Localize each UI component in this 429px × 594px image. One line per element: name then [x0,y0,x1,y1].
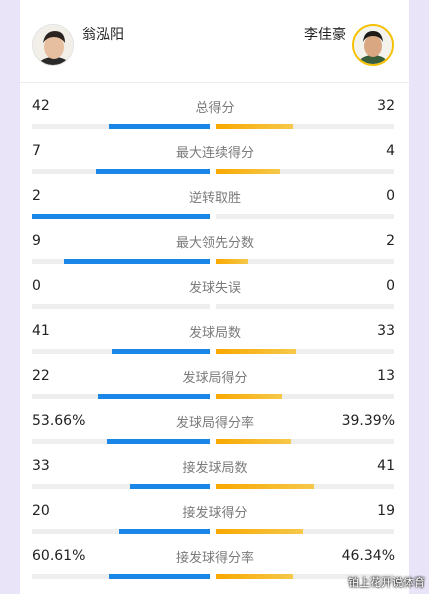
stat-left-bar-fill [97,394,210,399]
stat-row: 9 最大领先分数 2 [20,217,409,264]
stat-left-bar-fill [96,169,210,174]
stat-row: 33 接发球局数 41 [20,442,409,489]
stat-left-bar-track [32,394,210,399]
players-header: 翁泓阳 李佳豪 [20,0,409,83]
stat-right-bar-fill [216,259,249,264]
stat-left-bar-track [32,214,210,219]
stat-right-value: 2 [386,233,395,249]
stat-right-bar-fill [216,529,304,534]
stat-right-bar-track [216,529,394,534]
stat-left-value: 9 [32,233,41,249]
stat-right-bar-track [216,349,394,354]
stat-left-bar-fill [32,214,210,219]
stat-left-value: 41 [32,323,50,339]
stat-left-value: 20 [32,503,50,519]
stat-row: 20 接发球得分 19 [20,487,409,534]
stat-left-value: 53.66% [32,413,86,429]
stat-right-bar-fill [216,394,282,399]
stat-left-bar-track [32,349,210,354]
stat-left-bar-track [32,439,210,444]
stat-right-value: 41 [377,458,395,474]
stat-right-bar-track [216,574,394,579]
stat-left-value: 2 [32,188,41,204]
stat-left-bar-track [32,169,210,174]
player-right-avatar[interactable] [352,24,394,66]
stat-right-value: 0 [386,278,395,294]
stat-right-bar-fill [216,169,281,174]
stat-left-value: 42 [32,98,50,114]
stat-right-bar-track [216,214,394,219]
stat-label: 最大领先分数 [175,236,254,251]
stat-right-bar-track [216,169,394,174]
stat-right-bar-track [216,259,394,264]
stat-right-bar-fill [216,484,314,489]
stat-row: 0 发球失误 0 [20,262,409,309]
stat-right-value: 33 [377,323,395,339]
stat-row: 53.66% 发球局得分率 39.39% [20,397,409,444]
stat-left-bar-fill [112,349,210,354]
stat-label: 接发球局数 [182,461,248,476]
stat-left-value: 7 [32,143,41,159]
stat-right-bar-fill [216,574,293,579]
stat-left-bar-fill [108,124,210,129]
player-right-name: 李佳豪 [304,27,346,43]
stat-right-value: 19 [377,503,395,519]
stat-left-bar-fill [108,574,210,579]
stat-left-bar-fill [64,259,210,264]
stat-left-bar-track [32,574,210,579]
stat-row: 22 发球局得分 13 [20,352,409,399]
player-left-name: 翁泓阳 [82,27,124,43]
player-left-avatar[interactable] [32,24,74,66]
stat-left-bar-track [32,124,210,129]
stat-label: 接发球得分率 [175,551,254,566]
stat-right-bar-fill [216,439,291,444]
stat-rows: 42 总得分 32 7 最大连续得分 4 2 逆转取胜 0 9 最大领先分数 2 0 发球失误 0 41 发球局… [20,82,409,579]
stat-right-bar-track [216,304,394,309]
stat-label: 发球局得分率 [175,416,254,431]
stat-right-value: 4 [386,143,395,159]
stat-label: 最大连续得分 [175,146,254,161]
stats-card: 翁泓阳 李佳豪 42 总得分 32 7 最大连续得分 4 2 逆转取胜 0 9 最大领先分数 2 0 发球… [20,0,409,594]
stat-left-bar-track [32,259,210,264]
stat-right-value: 13 [377,368,395,384]
stat-row: 41 发球局数 33 [20,307,409,354]
stat-right-value: 32 [377,98,395,114]
stat-row: 60.61% 接发球得分率 46.34% [20,532,409,579]
stat-left-value: 0 [32,278,41,294]
stat-right-bar-fill [216,349,297,354]
stat-right-bar-track [216,484,394,489]
stat-left-bar-fill [119,529,210,534]
stat-right-bar-fill [216,124,293,129]
stat-right-value: 46.34% [341,548,395,564]
player-right-photo-icon [354,26,392,64]
stat-right-bar-track [216,124,394,129]
stat-right-bar-track [216,439,394,444]
stat-left-value: 22 [32,368,50,384]
stat-row: 42 总得分 32 [20,82,409,129]
watermark: 铂上花开说体育 [348,576,425,589]
stat-left-bar-fill [106,439,210,444]
stat-left-bar-track [32,484,210,489]
stat-row: 7 最大连续得分 4 [20,127,409,174]
stat-label: 逆转取胜 [188,191,241,206]
stat-label: 接发球得分 [182,506,248,521]
stat-right-value: 39.39% [341,413,395,429]
stat-left-value: 60.61% [32,548,86,564]
stat-left-value: 33 [32,458,50,474]
stat-left-bar-fill [129,484,210,489]
stat-row: 2 逆转取胜 0 [20,172,409,219]
stat-right-value: 0 [386,188,395,204]
stat-left-bar-track [32,304,210,309]
stat-label: 发球失误 [188,281,241,296]
player-left-photo-icon [33,25,73,65]
stat-label: 发球局得分 [182,371,248,386]
stat-label: 总得分 [195,101,235,116]
stat-left-bar-track [32,529,210,534]
stat-label: 发球局数 [188,326,241,341]
stat-right-bar-track [216,394,394,399]
